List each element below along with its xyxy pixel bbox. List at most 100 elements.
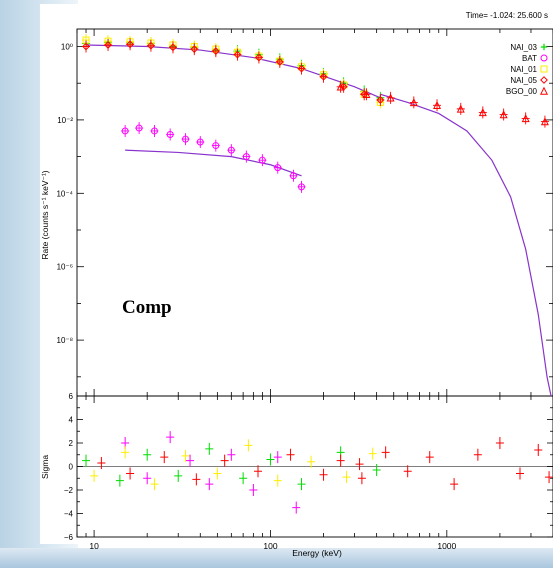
- data-point-triangle: [409, 98, 418, 107]
- residual-point: [160, 451, 169, 464]
- legend-marker: [540, 76, 548, 84]
- residual-point: [368, 447, 377, 460]
- residual-point: [192, 473, 201, 486]
- residual-point: [126, 467, 135, 480]
- slide-background-bottom: [0, 548, 553, 568]
- residual-point: [186, 454, 195, 467]
- legend-label: BGO_00: [506, 87, 538, 96]
- residual-point: [273, 474, 282, 487]
- residual-point: [150, 478, 159, 491]
- data-point-triangle: [336, 82, 345, 91]
- model-curve-detectors: [86, 44, 381, 99]
- y-tick-label: 10⁻⁴: [56, 189, 73, 198]
- data-point-diamond: [275, 58, 284, 66]
- residual-point: [254, 465, 263, 478]
- data-point-circle: [212, 142, 220, 150]
- residual-point: [82, 454, 91, 467]
- time-annotation: Time= -1.024: 25.600 s: [466, 11, 548, 20]
- residual-y-axis-label: Sigma: [40, 455, 50, 479]
- data-point-diamond: [126, 40, 134, 49]
- residual-point: [181, 449, 190, 462]
- residual-y-tick-label: 6: [69, 392, 74, 401]
- legend-marker: [539, 86, 549, 95]
- residual-point: [90, 469, 99, 482]
- x-axis-label: Energy (keV): [292, 548, 342, 558]
- data-point-triangle: [540, 117, 549, 126]
- legend-marker: [540, 43, 548, 51]
- residual-point: [174, 469, 183, 482]
- data-point-circle: [242, 153, 250, 161]
- data-point-triangle: [521, 114, 530, 123]
- residual-point: [286, 448, 295, 461]
- residual-point: [227, 448, 236, 461]
- residual-point: [357, 472, 366, 485]
- data-point-diamond: [233, 50, 242, 59]
- model-curve-bgo: [380, 93, 552, 397]
- residual-point: [297, 478, 306, 491]
- data-point-triangle: [456, 104, 465, 113]
- residual-point: [205, 442, 214, 455]
- residual-point: [266, 453, 275, 466]
- residual-point: [239, 472, 248, 485]
- residual-point: [220, 454, 229, 467]
- residual-point: [143, 448, 152, 461]
- residual-point: [336, 454, 345, 467]
- plot-background: [40, 4, 553, 544]
- axis-ticks: 10 100 1000 10⁰ 10⁻² 10⁻⁴ 10⁻⁶ 10⁻⁸ 6 4 2 0 −2 −4 −6: [56, 29, 553, 551]
- residual-point: [372, 464, 381, 477]
- residual-point: [534, 444, 543, 457]
- data-point-circle: [182, 135, 190, 143]
- residual-point: [403, 465, 412, 478]
- data-point-circle: [227, 146, 235, 154]
- y-axis-label: Rate (counts s⁻¹ keV⁻¹): [40, 170, 50, 259]
- residual-point: [473, 448, 482, 461]
- data-point-diamond: [82, 42, 90, 51]
- data-point-circle: [258, 156, 266, 164]
- residual-point: [450, 478, 459, 491]
- residual-point: [307, 455, 316, 468]
- x-tick-label: 10: [89, 541, 99, 551]
- data-point-circle: [166, 131, 174, 139]
- residual-point: [425, 451, 434, 464]
- x-tick-label: 1000: [437, 541, 456, 551]
- residual-point: [121, 446, 130, 459]
- legend: NAI_03 BAT NAI_01 NAI_05 BGO_00: [506, 43, 549, 96]
- data-point-triangle: [499, 110, 508, 119]
- residual-point: [355, 458, 364, 471]
- data-point-diamond: [297, 64, 306, 73]
- data-point-circle: [289, 172, 297, 180]
- x-tick-label: 100: [263, 541, 277, 551]
- data-point-diamond: [319, 72, 328, 81]
- data-point-triangle: [433, 100, 442, 110]
- residual-point: [545, 471, 553, 484]
- y-tick-label: 10⁻⁶: [57, 263, 73, 272]
- residual-y-tick-label: −4: [64, 510, 74, 519]
- data-point-triangle: [362, 89, 371, 98]
- residual-point: [205, 478, 214, 491]
- residual-y-tick-label: −6: [64, 533, 74, 542]
- residual-point: [495, 437, 504, 449]
- residual-y-tick-label: 4: [69, 416, 74, 425]
- residual-point: [249, 484, 258, 496]
- data-point-circle: [274, 164, 282, 172]
- legend-marker: [540, 65, 548, 73]
- residual-points: [82, 431, 553, 514]
- residual-point: [143, 472, 152, 485]
- data-point-triangle: [386, 93, 395, 102]
- data-point-diamond: [147, 41, 155, 50]
- residual-point: [516, 467, 525, 480]
- legend-label: NAI_03: [510, 43, 537, 52]
- model-annotation: Comp: [122, 297, 172, 318]
- data-points: [82, 34, 549, 193]
- legend-label: BAT: [522, 54, 537, 63]
- data-point-circle: [150, 127, 158, 135]
- data-point-circle: [121, 127, 129, 135]
- residual-y-tick-label: 2: [69, 439, 74, 448]
- legend-label: NAI_05: [510, 76, 537, 85]
- data-point-diamond: [169, 43, 177, 52]
- residual-point: [213, 467, 222, 480]
- y-tick-label: 10⁻²: [57, 116, 73, 125]
- data-point-diamond: [190, 45, 199, 54]
